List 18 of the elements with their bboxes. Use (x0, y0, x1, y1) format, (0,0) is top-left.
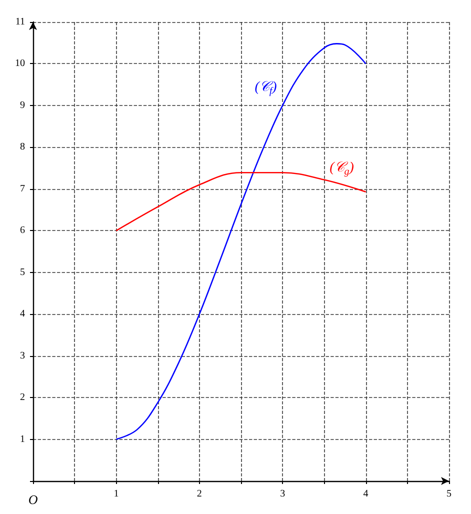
y-tick-label: 1 (20, 434, 25, 445)
y-tick-label: 2 (20, 392, 25, 404)
x-tick-label: 3 (280, 488, 286, 500)
y-tick-label: 3 (20, 350, 25, 362)
x-tick-label: O (28, 492, 38, 507)
x-tick-label: 1 (114, 488, 119, 500)
y-tick-label: 11 (15, 16, 25, 28)
x-tick-label: 4 (363, 488, 368, 500)
x-tick-label: 5 (446, 488, 452, 500)
y-tick-label: 10 (15, 58, 25, 70)
y-tick-label: 7 (20, 183, 25, 194)
y-tick-label: 5 (20, 266, 25, 278)
y-tick-label: 6 (20, 225, 25, 236)
y-tick-label: 8 (20, 142, 25, 153)
y-tick-label: 4 (20, 308, 25, 320)
line-series (116, 43, 366, 440)
y-tick-label: 9 (20, 100, 25, 111)
x-tick-label: 2 (196, 488, 202, 500)
